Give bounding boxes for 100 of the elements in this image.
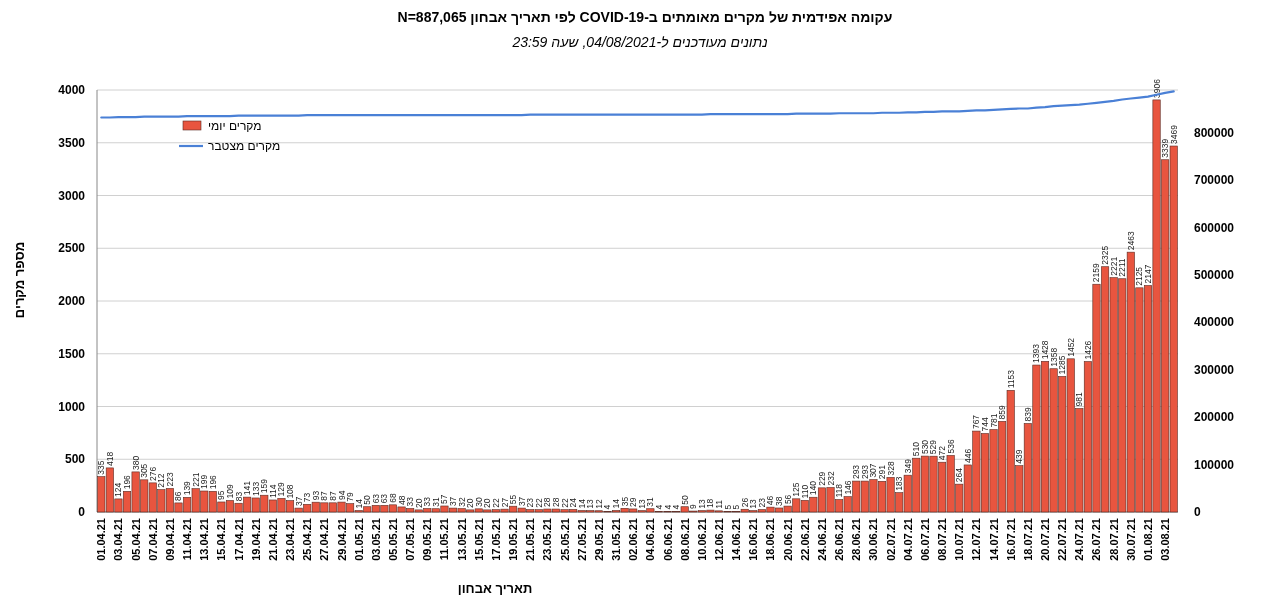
y-tick-label: 2000	[58, 294, 86, 308]
data-label: 291	[877, 464, 888, 480]
data-label: 20	[482, 498, 493, 508]
data-label: 24	[568, 497, 579, 508]
data-label: 13	[748, 498, 759, 509]
data-label: 1393	[1031, 343, 1042, 364]
x-tick-label: 06.06.21	[661, 518, 674, 561]
x-tick-label: 24.07.21	[1073, 518, 1086, 561]
data-label: 3469	[1168, 124, 1179, 145]
x-tick-label: 01.05.21	[352, 518, 365, 561]
data-label: 4	[602, 504, 613, 510]
x-tick-label: 15.05.21	[472, 518, 485, 561]
x-tick-label: 18.07.21	[1021, 518, 1034, 561]
x-tick-label: 05.05.21	[386, 518, 399, 561]
x-tick-label: 20.07.21	[1039, 518, 1052, 561]
data-label: 4	[662, 504, 673, 510]
data-label: 199	[199, 474, 210, 490]
data-label: 2147	[1142, 264, 1153, 284]
data-label: 529	[928, 439, 939, 455]
x-tick-label: 31.05.21	[610, 518, 623, 561]
x-tick-label: 03.05.21	[369, 518, 382, 561]
data-label: 32	[456, 496, 467, 507]
data-label: 140	[808, 480, 819, 496]
data-label: 328	[885, 460, 896, 476]
data-label: 1358	[1048, 347, 1059, 367]
y2-tick-label: 0	[1194, 505, 1201, 519]
y-tick-label: 1000	[58, 399, 86, 414]
x-tick-label: 19.05.21	[507, 518, 520, 561]
data-label: 14	[611, 498, 622, 509]
data-label: 183	[894, 476, 905, 491]
data-label: 124	[113, 482, 124, 497]
x-tick-label: 17.05.21	[489, 518, 502, 561]
y2-tick-label: 200000	[1194, 410, 1235, 425]
data-label: 68	[387, 493, 398, 503]
data-label: 510	[911, 441, 922, 457]
x-tick-label: 02.06.21	[627, 518, 640, 561]
chart-subtitle: נתונים מעודכנים ל-04/08/2021, שעה 23:59	[511, 34, 768, 50]
data-label: 28	[542, 497, 553, 508]
x-tick-label: 11.04.21	[181, 518, 194, 561]
x-tick-label: 09.04.21	[163, 518, 176, 561]
data-label: 26	[739, 497, 750, 508]
data-label: 93	[310, 490, 321, 501]
data-label: 472	[937, 445, 948, 461]
x-tick-label: 18.06.21	[764, 518, 777, 561]
x-tick-label: 08.06.21	[678, 518, 691, 561]
x-tick-label: 06.07.21	[918, 518, 931, 561]
x-tick-label: 07.05.21	[404, 518, 417, 561]
data-label: 95	[216, 490, 227, 500]
x-tick-label: 27.05.21	[575, 518, 588, 561]
data-label: 29	[628, 497, 639, 507]
legend-label: מקרים יומי	[208, 119, 262, 133]
y2-tick-label: 800000	[1194, 125, 1235, 140]
data-label: 139	[182, 480, 193, 496]
data-label: 2125	[1134, 266, 1145, 286]
x-tick-label: 26.06.21	[833, 518, 846, 561]
y2-tick-label: 300000	[1194, 362, 1235, 377]
data-label: 159	[259, 478, 270, 494]
x-tick-label: 08.07.21	[936, 518, 949, 561]
x-tick-label: 16.07.21	[1004, 518, 1017, 561]
data-label: 2325	[1100, 245, 1111, 265]
data-label: 12	[593, 499, 604, 509]
x-tick-label: 15.04.21	[215, 518, 228, 561]
data-label: 859	[997, 404, 1008, 420]
x-tick-label: 04.07.21	[901, 518, 914, 561]
data-label: 221	[190, 472, 201, 487]
data-label: 37	[293, 496, 304, 507]
x-tick-label: 21.05.21	[524, 518, 537, 561]
data-label: 108	[285, 484, 296, 499]
data-label: 13	[636, 498, 647, 509]
data-label: 20	[465, 498, 476, 508]
x-tick-label: 14.06.21	[730, 518, 743, 561]
data-label: 293	[851, 464, 862, 480]
y2-tick-label: 100000	[1194, 457, 1235, 472]
data-label: 2221	[1108, 256, 1119, 276]
x-tick-label: 25.05.21	[558, 518, 571, 561]
x-tick-label: 20.06.21	[781, 518, 794, 561]
data-label: 4	[671, 504, 682, 510]
x-tick-label: 10.07.21	[953, 518, 966, 561]
x-tick-label: 02.07.21	[884, 518, 897, 561]
data-label: 125	[791, 482, 802, 497]
data-label: 744	[979, 417, 990, 432]
data-label: 305	[139, 463, 150, 478]
data-label: 28	[551, 497, 561, 508]
x-tick-label: 27.04.21	[318, 518, 331, 561]
x-tick-label: 29.05.21	[592, 518, 605, 561]
x-tick-label: 30.06.21	[867, 518, 880, 561]
x-tick-label: 04.06.21	[644, 518, 657, 561]
y-tick-label: 500	[64, 452, 86, 467]
x-tick-label: 19.04.21	[249, 518, 262, 561]
data-label: 439	[1014, 449, 1025, 464]
y-tick-label: 4000	[58, 83, 86, 97]
data-label: 4	[653, 504, 664, 510]
data-label: 141	[242, 480, 253, 496]
data-label: 276	[147, 466, 158, 481]
x-tick-label: 28.07.21	[1107, 518, 1120, 561]
y2-tick-label: 700000	[1194, 173, 1235, 188]
data-label: 212	[156, 473, 167, 488]
data-label: 981	[1074, 392, 1085, 407]
data-label: 1426	[1082, 340, 1093, 360]
x-tick-label: 14.07.21	[987, 518, 1000, 561]
